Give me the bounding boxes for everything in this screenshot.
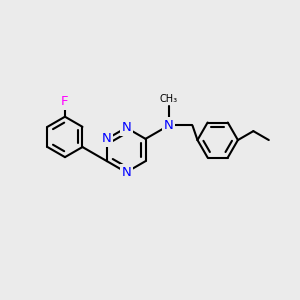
Text: N: N [121, 166, 131, 179]
Text: F: F [61, 95, 69, 108]
Text: N: N [164, 119, 174, 132]
Text: N: N [102, 132, 112, 146]
Text: CH₃: CH₃ [160, 94, 178, 104]
Text: N: N [121, 121, 131, 134]
